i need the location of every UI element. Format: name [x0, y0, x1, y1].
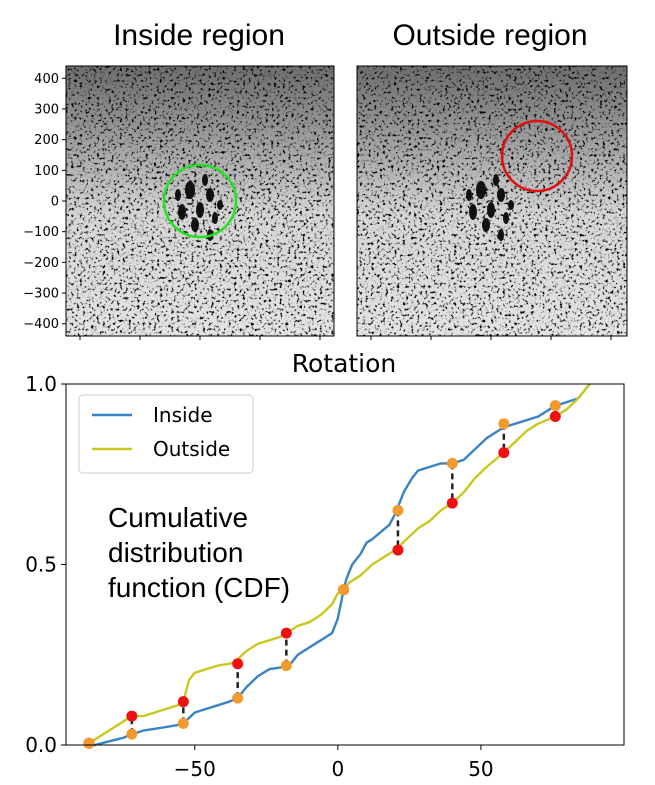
image-y-tick-label: −100: [23, 225, 59, 240]
outside-sample-point: [177, 696, 189, 708]
cdf-plot: 0.0 0.5 1.0 −50 0 50 Inside Outside: [25, 372, 625, 781]
image-y-axis: −400 −300 −200 −100 0 100 200 300 400: [23, 72, 66, 332]
legend-label-inside: Inside: [153, 403, 213, 427]
y-tick-label: 1.0: [25, 372, 57, 396]
image-y-tick-label: 200: [34, 133, 59, 148]
inside-sample-point: [338, 584, 350, 596]
outside-sample-point: [549, 410, 561, 422]
tissue-image: [357, 66, 627, 336]
outside-sample-point: [126, 710, 138, 722]
image-y-tick-label: 100: [34, 164, 59, 179]
inside-sample-point: [126, 728, 138, 740]
y-tick-label: 0.5: [25, 553, 57, 577]
annotation-line-1: Cumulative: [108, 502, 248, 533]
image-y-tick-label: 0: [51, 195, 59, 210]
panel-title-outside: Outside region: [392, 19, 587, 52]
image-frame: [356, 65, 628, 337]
inside-sample-point: [446, 457, 458, 469]
image-y-tick-label: −300: [23, 287, 59, 302]
x-tick-label: 0: [331, 757, 344, 781]
x-tick-label: −50: [174, 757, 216, 781]
inside-region-image: [65, 65, 335, 337]
outside-region-image: [356, 65, 628, 337]
outside-sample-point: [280, 627, 292, 639]
outside-sample-point: [392, 544, 404, 556]
inside-sample-point: [549, 400, 561, 412]
inside-sample-point: [392, 504, 404, 516]
annotation-line-3: function (CDF): [108, 572, 290, 603]
chart-title: Rotation: [292, 349, 397, 378]
legend-label-outside: Outside: [153, 437, 230, 461]
outside-sample-point: [498, 447, 510, 459]
annotation-line-2: distribution: [108, 537, 243, 568]
outside-sample-point: [446, 497, 458, 509]
image-y-tick-label: 400: [34, 72, 59, 87]
cell-cluster: [466, 174, 514, 241]
outside-roi-circle: [500, 119, 574, 193]
inside-sample-point: [280, 660, 292, 672]
series-line-outside: [85, 383, 591, 747]
cdf-annotation: Cumulative distribution function (CDF): [108, 502, 290, 603]
outside-sample-point: [232, 658, 244, 670]
inside-sample-point: [498, 418, 510, 430]
inside-roi-circle: [162, 163, 238, 239]
x-tick-label: 50: [468, 757, 493, 781]
inside-sample-point: [83, 737, 95, 749]
inside-sample-point: [177, 717, 189, 729]
tissue-image: [66, 66, 334, 336]
image-y-tick-label: 300: [34, 102, 59, 117]
panel-title-inside: Inside region: [113, 19, 285, 52]
image-y-tick-label: −200: [23, 256, 59, 271]
image-x-ticks: [79, 336, 612, 340]
y-tick-label: 0.0: [25, 733, 57, 757]
legend: Inside Outside: [78, 394, 254, 474]
inside-sample-point: [232, 692, 244, 704]
image-y-tick-label: −400: [23, 317, 59, 332]
